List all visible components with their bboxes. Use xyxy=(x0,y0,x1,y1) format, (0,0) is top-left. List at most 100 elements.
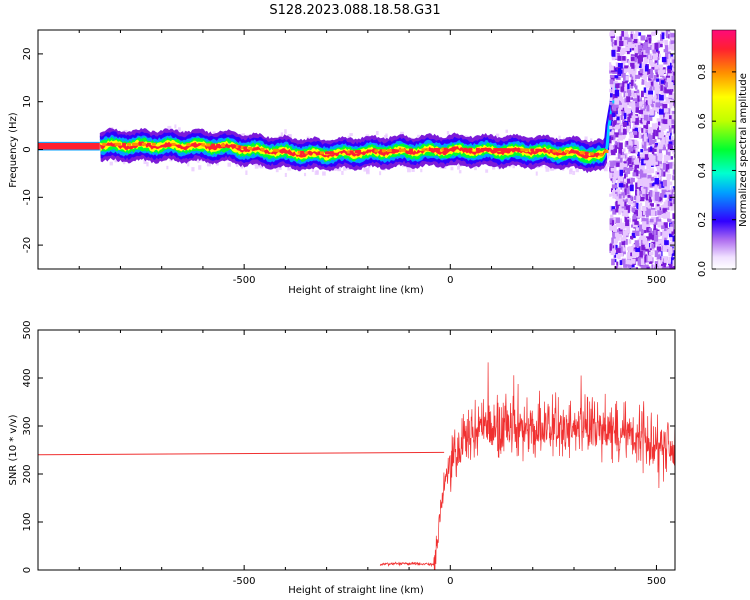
spectrogram-cell xyxy=(634,53,638,58)
spectrogram-cell xyxy=(611,136,614,141)
spectrogram-cell xyxy=(433,147,438,151)
spectrogram-cell xyxy=(638,51,644,58)
spectrogram-cell xyxy=(557,149,562,153)
spectrogram-cell xyxy=(620,37,625,44)
spectrogram-cell xyxy=(617,172,621,178)
spectrogram-cell xyxy=(614,120,618,124)
spectrogram-cell xyxy=(647,255,653,262)
spectrogram-cell xyxy=(645,200,649,207)
spectrogram-cell xyxy=(658,175,661,181)
spectrogram-cell xyxy=(666,178,670,183)
spectrogram-cell xyxy=(639,195,645,202)
spectrogram-cell xyxy=(254,164,259,169)
spectrogram-cell xyxy=(611,237,614,245)
spectrogram-cell xyxy=(166,165,169,170)
spectrogram-cell xyxy=(109,161,113,166)
spectrogram-cell xyxy=(631,155,635,160)
spectrogram-cell xyxy=(668,202,673,207)
spectrogram-cell xyxy=(631,158,636,162)
spectrogram-cell xyxy=(605,152,610,157)
spectrogram-cell xyxy=(673,154,675,158)
spectrogram-cell xyxy=(633,83,637,88)
spectrogram-cell xyxy=(660,192,664,198)
spectrogram-cell xyxy=(610,167,615,172)
spectrogram-cell xyxy=(662,104,668,109)
spectrogram-cell xyxy=(655,62,658,69)
spectrogram-cell xyxy=(645,39,648,44)
spectrogram-cell xyxy=(635,143,639,150)
spectrogram-cell xyxy=(671,75,675,81)
spectrogram-cell xyxy=(505,148,510,152)
spectrogram-cell xyxy=(667,73,673,81)
spectrogram-cell xyxy=(629,162,634,170)
spectrogram-cell xyxy=(401,148,406,152)
spectrogram-cell xyxy=(646,221,650,228)
spectrogram-cell xyxy=(632,244,636,248)
spectrogram-cell xyxy=(564,150,569,154)
spectrogram-cell xyxy=(654,107,660,112)
spectrogram-cell xyxy=(584,151,589,155)
spectrogram-cell xyxy=(641,214,645,220)
spectrogram-cell xyxy=(311,168,314,173)
spectrogram-cell xyxy=(647,205,651,212)
spectrogram-cell xyxy=(657,70,662,75)
spectrogram-cell xyxy=(379,171,382,176)
spectrogram-cell xyxy=(673,198,675,205)
spectrogram-cell xyxy=(610,30,615,37)
spectrogram-cell xyxy=(665,141,669,147)
spectrogram-cell xyxy=(651,123,657,131)
spectrogram-cell xyxy=(349,150,354,154)
spectrogram-cell xyxy=(629,247,634,253)
spectrogram-cell xyxy=(623,128,627,135)
snr-x-tick-label: 500 xyxy=(647,576,666,587)
spectrogram-cell xyxy=(674,87,675,92)
spectrogram-cell xyxy=(619,208,625,212)
spectrogram-cell xyxy=(667,217,670,222)
spectrogram-cell xyxy=(673,43,675,47)
spectrogram-cell xyxy=(610,214,614,221)
spectrogram-cell xyxy=(297,150,302,154)
spectrogram-cell xyxy=(609,125,613,130)
spectrogram-cell xyxy=(613,188,616,195)
spectrogram-cell xyxy=(594,152,599,156)
spectrogram-cell xyxy=(615,235,620,241)
spectrogram-cell xyxy=(659,251,662,257)
spectrogram-cell xyxy=(654,90,660,96)
spectrogram-cell xyxy=(628,148,634,152)
spectrogram-cell xyxy=(649,221,655,225)
spectrogram-cell xyxy=(658,64,664,69)
spectrogram-cell xyxy=(609,193,612,197)
spectrogram-cell xyxy=(102,142,107,146)
spectrogram-cell xyxy=(649,203,654,207)
spectrogram-cell xyxy=(639,68,644,74)
spectrogram-cell xyxy=(610,93,613,98)
spectrogram-cell xyxy=(626,125,630,131)
spectrogram-cell xyxy=(653,74,657,81)
spectrogram-cell xyxy=(663,184,668,192)
spectrogram-cell xyxy=(662,229,666,237)
spectrogram-cell xyxy=(656,50,660,57)
spectrogram-cell xyxy=(616,248,621,253)
spectrogram-cell xyxy=(227,162,231,167)
spectrogram-cell xyxy=(655,69,659,75)
spectrogram-cell xyxy=(640,183,646,191)
spectrogram-cell xyxy=(621,187,626,193)
spectrogram-cell xyxy=(671,187,675,193)
spectrogram-cell xyxy=(609,143,612,148)
spectrogram-cell xyxy=(604,149,609,153)
spectrogram-cell xyxy=(638,32,642,36)
spectrogram-cell xyxy=(623,264,627,268)
spectrogram-cell xyxy=(667,162,673,169)
spectrogram-cell xyxy=(389,149,394,153)
spectrogram-cell xyxy=(635,182,639,189)
spectrogram-cell xyxy=(603,166,607,171)
spectrogram-cell xyxy=(620,115,623,120)
spectrogram-cell xyxy=(655,102,660,108)
spectrogram-cell xyxy=(673,127,675,134)
spectrogram-cell xyxy=(537,148,542,152)
spectrogram-cell xyxy=(322,171,326,176)
spectrogram-cell xyxy=(668,233,673,238)
spectrogram-heatmap xyxy=(38,30,675,269)
colorbar: 0.0 0.2 0.4 0.6 0.8 Normalized spectral ampl… xyxy=(697,29,749,277)
